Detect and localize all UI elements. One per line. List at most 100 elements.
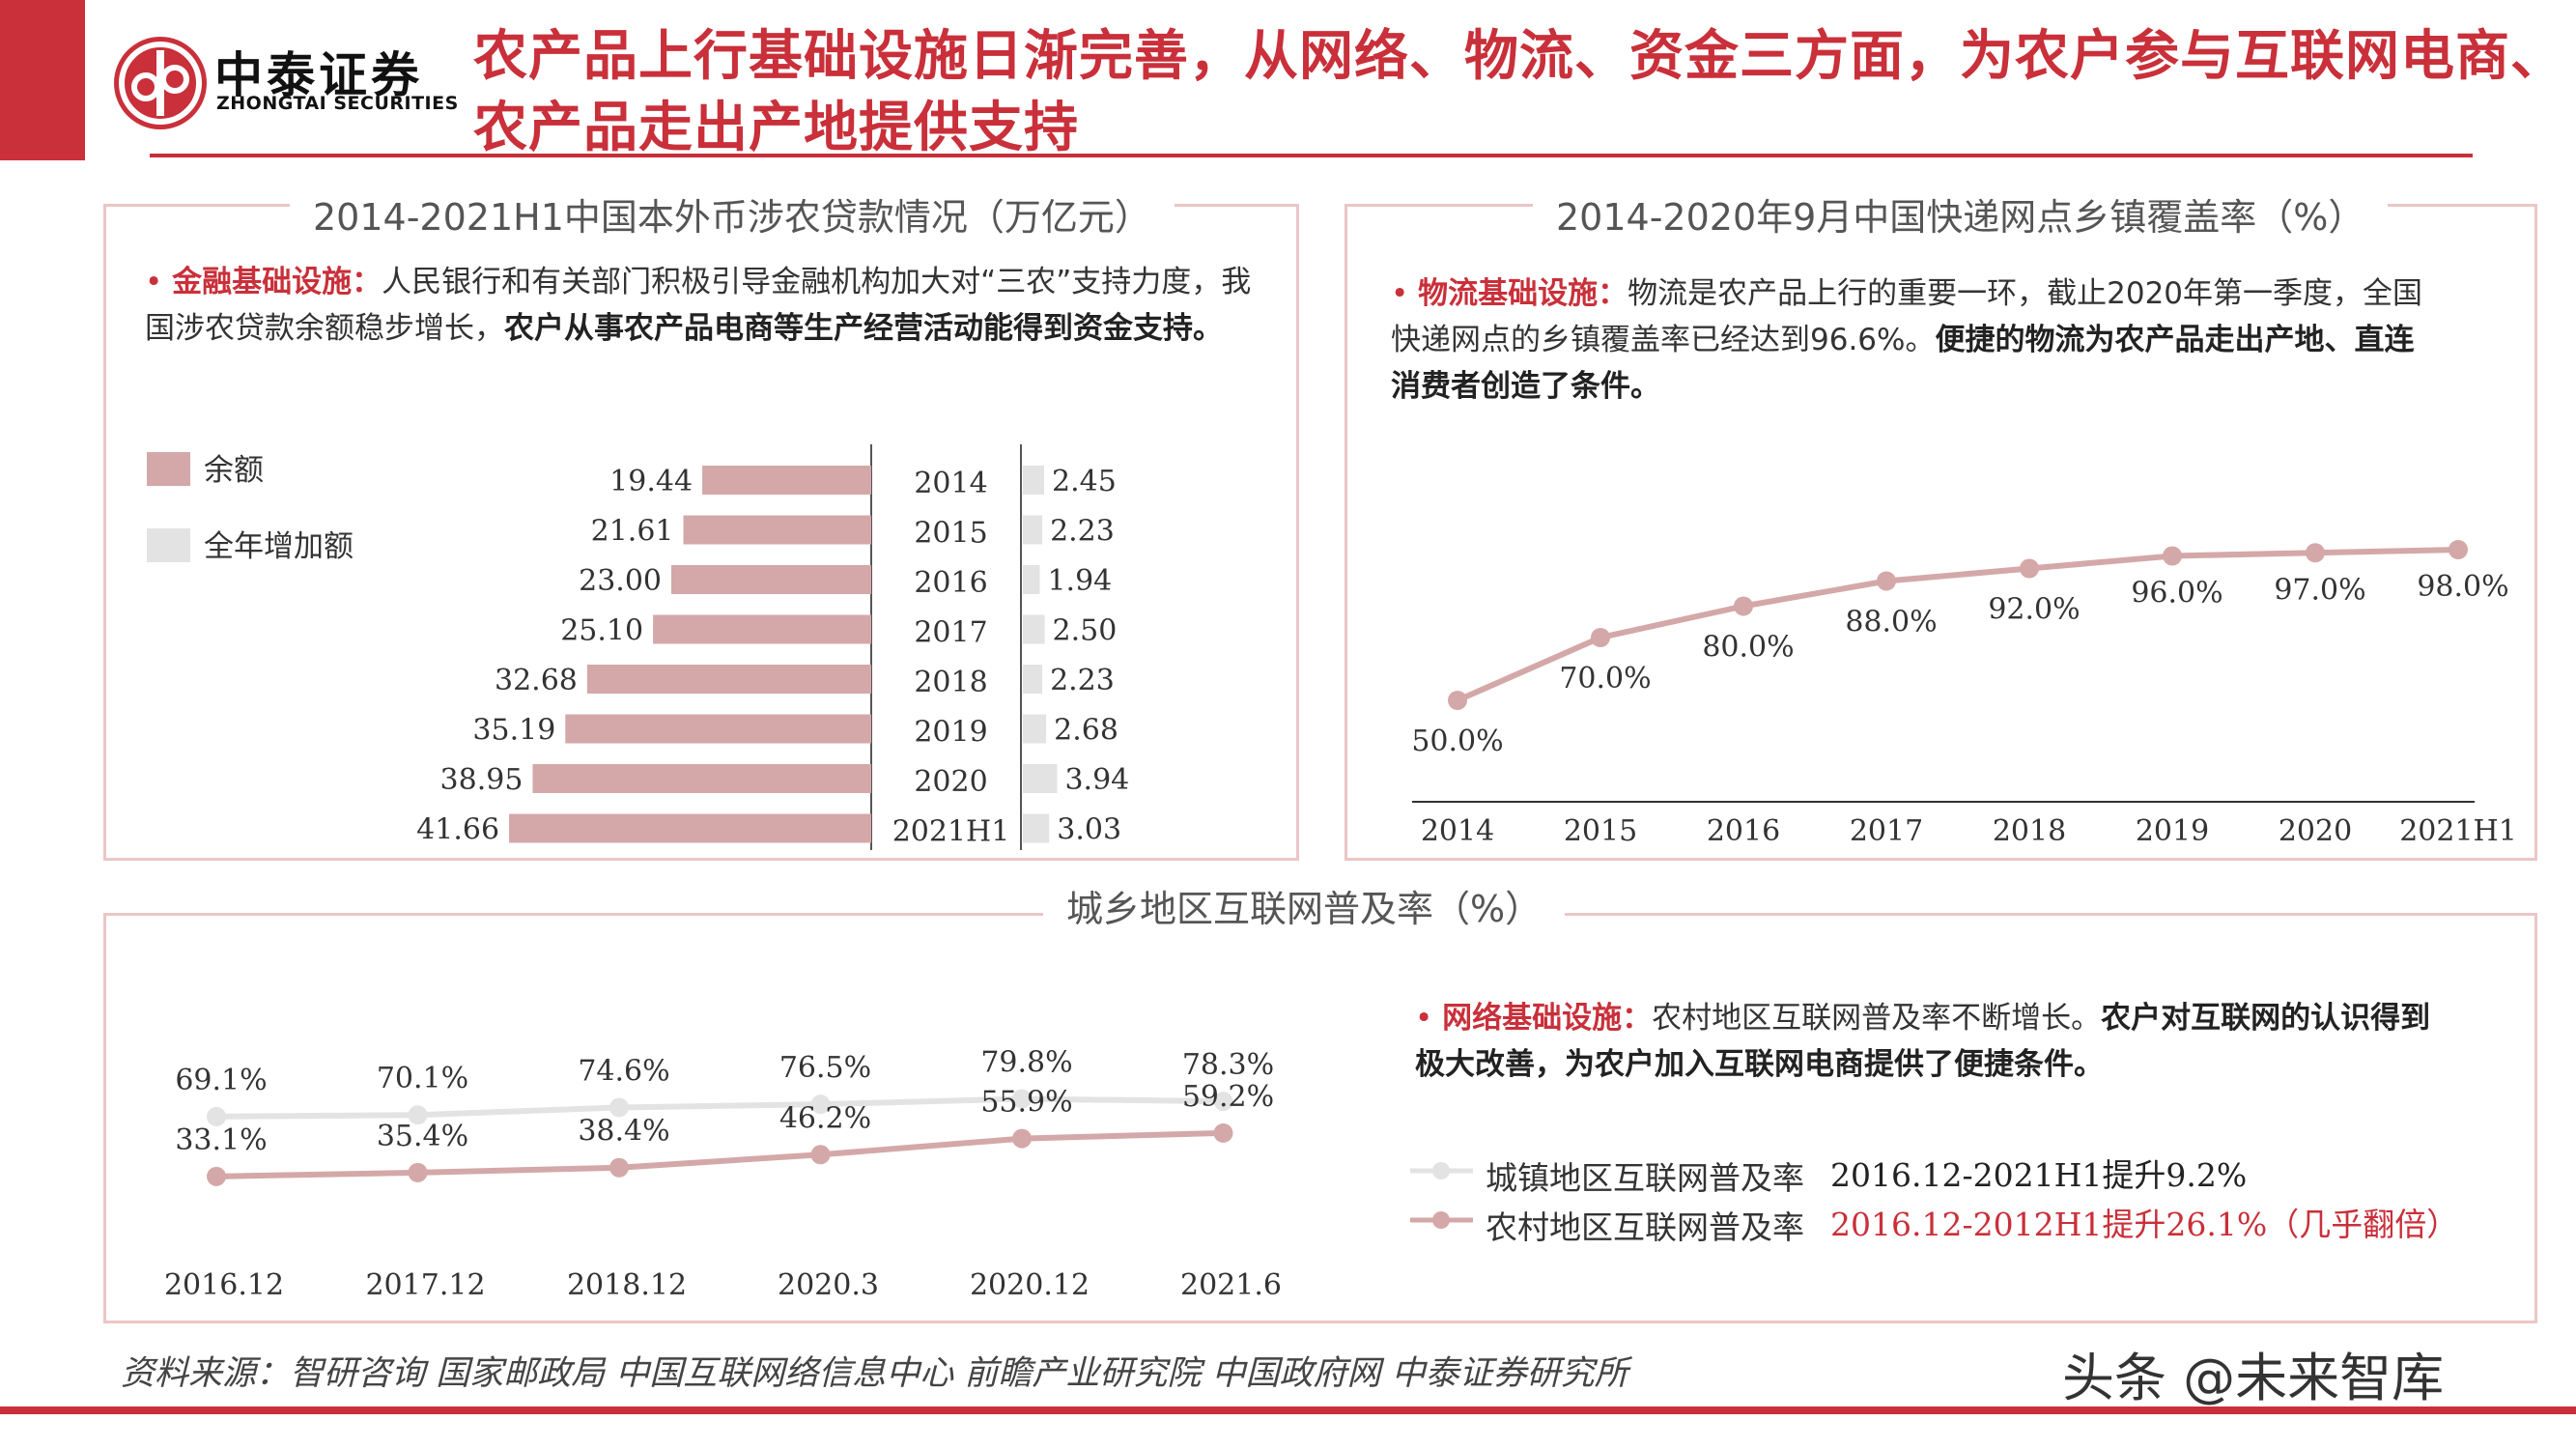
logistics-bullet-bold: 便捷的物流为农产品走出产地、直连消费者创造了条件。 xyxy=(1391,323,2415,404)
rural-label-2020.12: 55.9% xyxy=(980,1086,1072,1120)
label-increase-2019: 2.68 xyxy=(1054,714,1118,748)
legend-rural-name: 农村地区互联网普及率 xyxy=(1486,1208,1804,1246)
internet-tick-2021.6: 2021.6 xyxy=(1180,1268,1282,1302)
urban-label-2017.12: 70.1% xyxy=(377,1062,468,1095)
logistics-point-2019 xyxy=(2163,546,2182,566)
bar-increase-2016 xyxy=(1023,565,1040,594)
internet-bullet-label: 网络基础设施： xyxy=(1442,1001,1653,1036)
label-increase-2021H1: 3.03 xyxy=(1057,813,1121,847)
legend-urban-note: 2016.12-2021H1提升9.2% xyxy=(1830,1156,2248,1194)
bar-increase-2019 xyxy=(1023,714,1047,744)
internet-bullet-bold: 农户对互联网的认识得到极大改善，为农户加入互联网电商提供了便捷条件。 xyxy=(1415,1001,2431,1082)
urban-line xyxy=(215,1095,1224,1120)
rural-label-2016.12: 33.1% xyxy=(175,1123,267,1157)
logistics-label-2018: 92.0% xyxy=(1988,593,2080,627)
rural-point-2021.6 xyxy=(1213,1122,1233,1143)
label-increase-2014: 2.45 xyxy=(1052,465,1117,498)
bar-balance-2014 xyxy=(702,466,871,495)
logistics-panel-title: 2014-2020年9月中国快递网点乡镇覆盖率（%） xyxy=(1533,187,2389,241)
logistics-tick-2019: 2019 xyxy=(2136,814,2209,848)
logistics-point-2016 xyxy=(1734,596,1753,616)
logistics-point-2021H1 xyxy=(2449,540,2468,559)
category-2018: 2018 xyxy=(914,666,987,699)
bar-increase-2020 xyxy=(1023,764,1058,793)
legend-rural-note: 2016.12-2012H1提升26.1%（几乎翻倍） xyxy=(1830,1206,2459,1243)
label-balance-2016: 23.00 xyxy=(579,564,662,598)
logistics-tick-2020: 2020 xyxy=(2279,814,2352,848)
label-balance-2015: 21.61 xyxy=(591,515,674,549)
urban-point-2017.12 xyxy=(408,1105,428,1125)
internet-tick-2020.12: 2020.12 xyxy=(970,1268,1090,1302)
label-increase-2018: 2.23 xyxy=(1050,664,1115,697)
legend-urban-name: 城镇地区互联网普及率 xyxy=(1486,1159,1804,1197)
logo-icon xyxy=(114,37,207,129)
loans-bullet-bold: 农户从事农产品电商等生产经营活动能得到资金支持。 xyxy=(504,311,1223,346)
rural-label-2018.12: 38.4% xyxy=(578,1115,669,1149)
rural-label-2020.3: 46.2% xyxy=(779,1101,871,1135)
label-balance-2014: 19.44 xyxy=(609,465,693,498)
urban-point-2018.12 xyxy=(609,1097,629,1118)
logistics-point-2020 xyxy=(2306,543,2325,563)
logistics-tick-2016: 2016 xyxy=(1707,814,1780,848)
label-balance-2017: 25.10 xyxy=(560,614,643,648)
page-title: 农产品上行基础设施日渐完善，从网络、物流、资金三方面，为农户参与互联网电商、农产… xyxy=(473,25,2565,159)
legend-increase-swatch xyxy=(147,528,190,562)
internet-legend-markers xyxy=(1410,1162,1473,1229)
logistics-tick-2018: 2018 xyxy=(1993,814,2066,848)
watermark: 头条 @未来智库 xyxy=(2062,1348,2445,1408)
urban-label-2016.12: 69.1% xyxy=(175,1064,267,1097)
logistics-bullet-label: 物流基础设施： xyxy=(1418,276,1628,311)
bar-balance-2016 xyxy=(671,565,871,594)
category-2019: 2019 xyxy=(914,716,987,750)
logistics-point-2018 xyxy=(2020,558,2039,579)
bar-balance-2015 xyxy=(683,515,871,545)
bar-balance-2019 xyxy=(565,714,871,744)
category-2017: 2017 xyxy=(914,616,987,650)
urban-point-2016.12 xyxy=(207,1106,226,1126)
internet-panel-title: 城乡地区互联网普及率（%） xyxy=(1043,879,1566,932)
logistics-tick-2015: 2015 xyxy=(1564,814,1637,848)
label-increase-2020: 3.94 xyxy=(1064,763,1129,797)
internet-bullet: • 网络基础设施：农村地区互联网普及率不断增长。农户对互联网的认识得到极大改善，… xyxy=(1415,1001,2431,1082)
urban-point-2021.6 xyxy=(1213,1092,1233,1112)
urban-point-2020.12 xyxy=(1012,1089,1032,1109)
urban-label-2020.12: 79.8% xyxy=(980,1046,1072,1080)
urban-label-2021.6: 78.3% xyxy=(1182,1048,1274,1082)
urban-point-2020.3 xyxy=(810,1094,831,1115)
logistics-tick-2017: 2017 xyxy=(1850,814,1923,848)
label-balance-2020: 38.95 xyxy=(440,763,524,797)
bar-increase-2014 xyxy=(1023,466,1045,495)
category-2016: 2016 xyxy=(914,566,987,600)
internet-bullet-text: 农村地区互联网普及率不断增长。 xyxy=(1652,1001,2102,1036)
rural-point-2016.12 xyxy=(207,1166,226,1186)
bar-balance-2021H1 xyxy=(509,813,871,843)
bar-increase-2017 xyxy=(1023,614,1045,644)
label-increase-2015: 2.23 xyxy=(1050,515,1115,549)
source-note: 资料来源：智研咨询 国家邮政局 中国互联网络信息中心 前瞻产业研究院 中国政府网… xyxy=(121,1354,1628,1393)
logistics-point-2014 xyxy=(1448,691,1467,710)
category-2014: 2014 xyxy=(914,467,987,500)
label-increase-2017: 2.50 xyxy=(1053,614,1118,648)
bar-increase-2021H1 xyxy=(1023,813,1050,843)
rural-label-2021.6: 59.2% xyxy=(1182,1080,1274,1114)
logo-name-en: ZHONGTAI SECURITIES xyxy=(216,93,459,114)
bar-balance-2017 xyxy=(653,614,871,644)
title-divider xyxy=(150,154,2473,157)
label-balance-2019: 35.19 xyxy=(472,714,555,748)
rural-point-2020.12 xyxy=(1012,1128,1032,1149)
legend-balance-swatch xyxy=(147,452,190,486)
logistics-label-2015: 70.0% xyxy=(1559,662,1651,696)
logistics-point-2015 xyxy=(1591,628,1610,647)
category-2021H1: 2021H1 xyxy=(892,815,1010,849)
loans-bullet-text: 人民银行和有关部门积极引导金融机构加大对“三农”支持力度，我国涉农贷款余额稳步增… xyxy=(145,265,1252,346)
category-2020: 2020 xyxy=(914,765,987,799)
logistics-point-2017 xyxy=(1877,571,1896,591)
category-2015: 2015 xyxy=(914,517,987,551)
internet-tick-2017.12: 2017.12 xyxy=(365,1268,485,1302)
rural-label-2017.12: 35.4% xyxy=(377,1120,468,1153)
logistics-label-2020: 97.0% xyxy=(2274,573,2365,607)
bar-increase-2018 xyxy=(1023,665,1043,694)
loans-bullet-label: 金融基础设施： xyxy=(172,265,382,299)
left-accent-bar xyxy=(0,0,85,160)
